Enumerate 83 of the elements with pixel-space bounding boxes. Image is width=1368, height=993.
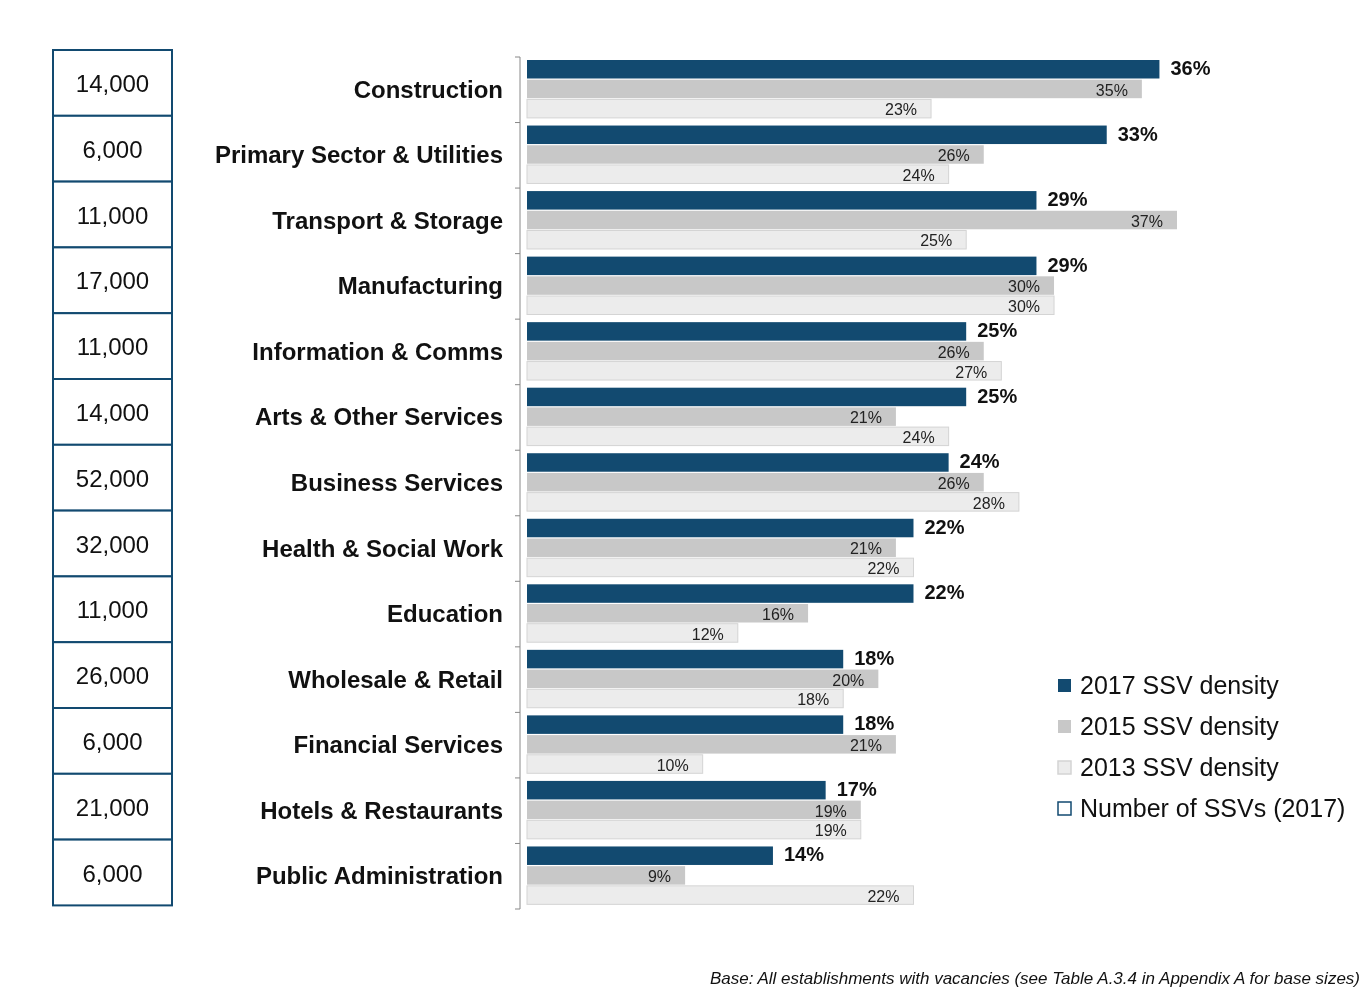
legend-label: 2017 SSV density — [1080, 671, 1280, 699]
bar — [527, 322, 967, 341]
data-label: 9% — [647, 868, 672, 886]
data-label: 28% — [972, 494, 1005, 512]
data-label: 17% — [836, 777, 877, 800]
data-label: 21% — [849, 540, 882, 558]
data-label: 24% — [902, 429, 935, 447]
data-label: 22% — [924, 515, 965, 538]
y-tick-label: Education — [386, 600, 503, 628]
data-label: 29% — [1047, 253, 1088, 276]
y-tick-label: Primary Sector & Utilities — [214, 141, 503, 169]
text: Base: All establishments with vacancies (see Table A.3.4 in Appendix A for base sizes) — [709, 969, 1360, 988]
bar — [527, 453, 949, 472]
bar — [527, 584, 914, 603]
data-label: 27% — [955, 363, 988, 381]
data-label: 6,000 — [82, 859, 143, 887]
data-label: 32,000 — [75, 530, 150, 558]
legend-label: Number of SSVs (2017) — [1080, 794, 1346, 822]
data-label: 22% — [924, 581, 965, 604]
data-label: 24% — [959, 450, 1000, 473]
bar — [527, 518, 914, 538]
y-tick-label: Transport & Storage — [272, 206, 503, 234]
data-label: 52,000 — [75, 464, 150, 492]
data-label: 35% — [1095, 81, 1128, 99]
data-label: 11,000 — [76, 596, 149, 624]
data-label: 18% — [854, 712, 895, 735]
data-label: 11,000 — [76, 333, 149, 361]
data-label: 29% — [1047, 188, 1088, 211]
y-tick-label: Information & Comms — [252, 337, 503, 365]
data-label: 21% — [849, 409, 882, 427]
y-tick-label: Manufacturing — [337, 272, 503, 300]
data-label: 24% — [902, 166, 935, 184]
data-label: 14,000 — [75, 399, 150, 426]
bar — [527, 60, 1160, 79]
data-label: 18% — [854, 646, 895, 669]
data-label: 37% — [1130, 212, 1163, 230]
legend-label: 2013 SSV density — [1080, 753, 1280, 781]
data-label: 6,000 — [82, 135, 143, 163]
data-label: 14% — [783, 843, 825, 866]
legend-label: 2015 SSV density — [1080, 712, 1280, 740]
data-label: 22% — [867, 560, 900, 578]
data-label: 17,000 — [75, 267, 150, 295]
data-label: 23% — [885, 101, 918, 119]
data-label: 25% — [920, 232, 953, 250]
data-label: 19% — [814, 822, 847, 840]
bar — [527, 387, 967, 407]
data-label: 11,000 — [76, 201, 149, 229]
data-label: 14,000 — [75, 70, 150, 97]
data-label: 12% — [691, 625, 724, 643]
data-label: 30% — [1008, 278, 1041, 296]
data-label: 18% — [797, 691, 830, 709]
data-label: 22% — [867, 887, 900, 905]
data-label: 21,000 — [75, 793, 150, 821]
data-label: 30% — [1008, 298, 1041, 316]
y-tick-label: Health & Social Work — [262, 534, 504, 562]
data-label: 6,000 — [82, 728, 143, 755]
data-label: 25% — [977, 384, 1018, 407]
y-tick-label: Hotels & Restaurants — [260, 796, 503, 824]
y-tick-label: Construction — [353, 75, 503, 103]
bar — [527, 780, 826, 800]
y-tick-label: Public Administration — [255, 862, 503, 890]
bar — [527, 715, 844, 734]
y-tick-label: Wholesale & Retail — [288, 665, 503, 693]
bar — [527, 256, 1037, 276]
data-label: 26,000 — [75, 662, 150, 690]
data-label: 19% — [814, 802, 847, 820]
data-label: 10% — [656, 756, 689, 774]
data-label: 26% — [937, 474, 970, 492]
y-tick-label: Arts & Other Services — [254, 403, 503, 431]
data-label: 36% — [1170, 57, 1211, 79]
bar — [527, 125, 1107, 145]
y-tick-label: Financial Services — [293, 731, 503, 759]
data-label: 16% — [762, 606, 795, 624]
bar — [527, 649, 844, 669]
bar — [527, 846, 773, 865]
data-label: 33% — [1117, 122, 1158, 145]
bar — [527, 191, 1037, 210]
y-tick-label: Business Services — [290, 469, 503, 496]
data-label: 20% — [832, 671, 865, 689]
data-label: 26% — [937, 343, 970, 361]
data-label: 25% — [977, 319, 1018, 342]
data-label: 21% — [849, 737, 882, 755]
data-label: 26% — [937, 147, 970, 165]
